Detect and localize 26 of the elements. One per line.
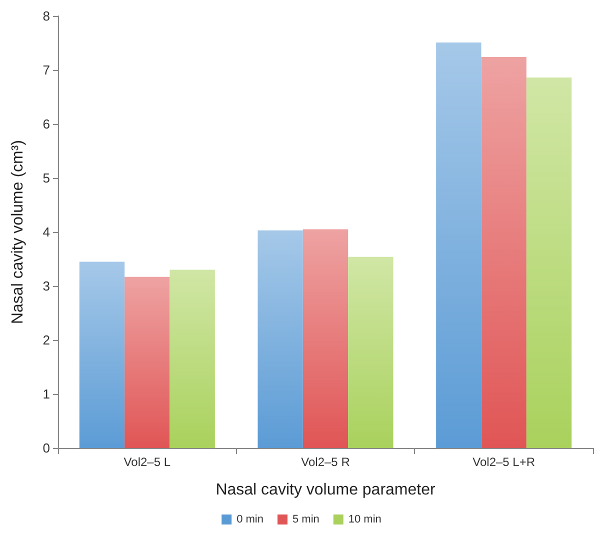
y-tick-label: 7 bbox=[42, 62, 50, 78]
y-tick-label: 4 bbox=[42, 224, 50, 240]
bar bbox=[170, 270, 215, 448]
x-tick-label: Vol2–5 L bbox=[124, 455, 171, 469]
legend-label: 0 min bbox=[236, 514, 264, 526]
legend-label: 10 min bbox=[348, 514, 382, 526]
bar bbox=[124, 276, 170, 448]
x-tick-label: Vol2–5 L+R bbox=[472, 455, 536, 469]
bar bbox=[481, 57, 526, 448]
y-tick-label: 1 bbox=[42, 386, 50, 402]
bar bbox=[302, 229, 348, 448]
bar bbox=[258, 230, 303, 448]
y-tick-label: 2 bbox=[42, 332, 50, 348]
y-tick-label: 8 bbox=[42, 8, 50, 24]
bar bbox=[79, 262, 125, 448]
legend-label: 5 min bbox=[292, 514, 320, 526]
x-axis-title: Nasal cavity volume parameter bbox=[216, 482, 436, 498]
y-tick-label: 5 bbox=[42, 170, 50, 186]
y-tick-label: 3 bbox=[42, 278, 50, 294]
bar bbox=[348, 256, 394, 448]
bar bbox=[526, 78, 572, 448]
y-axis-title: Nasal cavity volume (cm³) bbox=[10, 140, 26, 324]
y-tick-label: 6 bbox=[42, 116, 50, 132]
x-tick-label: Vol2–5 R bbox=[301, 455, 350, 469]
bar bbox=[436, 42, 482, 448]
y-tick-label: 0 bbox=[42, 440, 50, 456]
